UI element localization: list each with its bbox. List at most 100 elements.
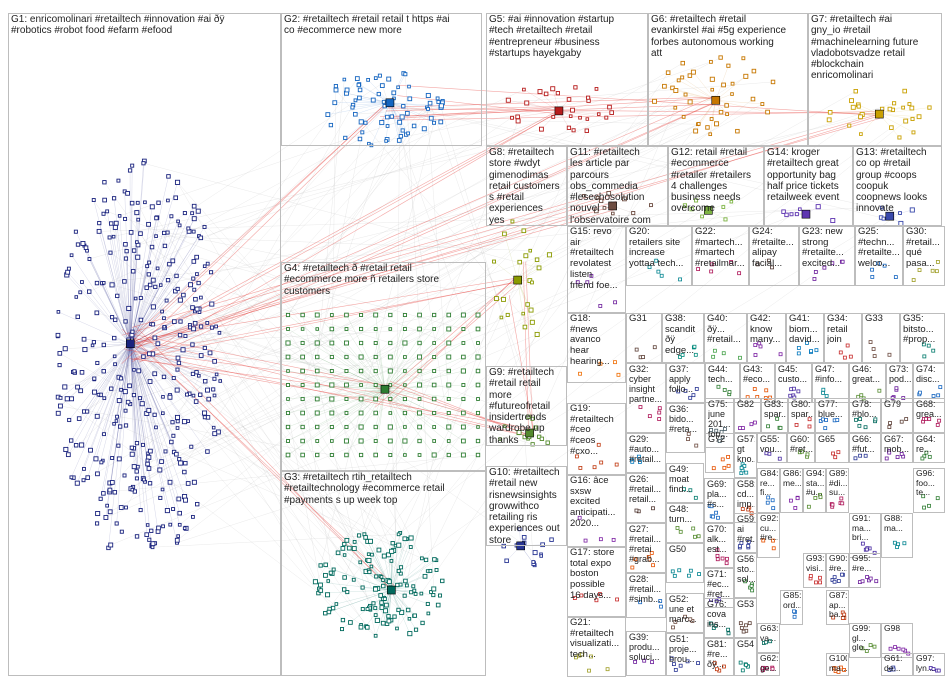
- group-panel-g100: [826, 653, 849, 676]
- graph-node: [413, 592, 418, 596]
- graph-node: [387, 354, 393, 360]
- graph-node: [688, 617, 693, 622]
- graph-node: [718, 55, 723, 60]
- graph-node: [373, 424, 378, 430]
- graph-node: [566, 97, 572, 102]
- graph-node: [936, 668, 941, 673]
- graph-node: [329, 424, 334, 430]
- graph-node: [721, 351, 726, 356]
- graph-node: [115, 293, 120, 299]
- graph-node: [57, 363, 62, 368]
- graph-node: [407, 616, 412, 621]
- group-panel-g94: [803, 468, 826, 513]
- graph-node: [109, 221, 114, 226]
- graph-node: [709, 269, 714, 274]
- graph-node: [894, 386, 899, 391]
- graph-node: [176, 360, 182, 366]
- graph-node: [344, 397, 349, 401]
- graph-node: [895, 545, 899, 549]
- graph-node: [217, 331, 222, 335]
- group-panel-g5: [486, 13, 648, 146]
- graph-node: [872, 354, 877, 358]
- graph-node: [741, 56, 746, 61]
- graph-node: [174, 387, 180, 393]
- graph-node: [403, 453, 407, 457]
- graph-node: [716, 515, 720, 520]
- graph-node: [749, 422, 754, 427]
- graph-node: [524, 100, 530, 106]
- graph-node: [760, 102, 765, 106]
- graph-node: [178, 319, 183, 324]
- graph-node: [194, 306, 200, 312]
- graph-node: [718, 109, 724, 115]
- graph-node: [770, 79, 776, 85]
- group-panel-g74: [913, 363, 945, 403]
- graph-node: [325, 112, 331, 117]
- graph-node: [431, 593, 436, 598]
- group-panel-g53: [734, 598, 757, 638]
- graph-node: [502, 424, 507, 429]
- graph-node: [62, 384, 68, 390]
- graph-node: [849, 98, 854, 104]
- graph-node: [388, 383, 393, 387]
- group-panel-g89: [826, 468, 849, 513]
- graph-node: [114, 419, 119, 423]
- graph-node: [659, 273, 664, 278]
- graph-node: [147, 260, 152, 265]
- graph-node: [124, 249, 129, 254]
- graph-node: [332, 100, 338, 106]
- graph-node: [670, 569, 675, 574]
- graph-node: [357, 95, 362, 101]
- graph-node: [476, 397, 480, 401]
- group-panel-g92: [757, 513, 780, 558]
- graph-node: [205, 387, 211, 393]
- graph-node: [677, 568, 682, 573]
- graph-node: [340, 546, 346, 551]
- graph-node: [123, 408, 128, 413]
- graph-node: [446, 340, 452, 346]
- graph-node: [377, 73, 382, 78]
- graph-node: [752, 420, 757, 425]
- graph-node: [206, 396, 212, 402]
- graph-node: [57, 403, 63, 409]
- group-panel-g40: [704, 313, 747, 363]
- graph-node: [688, 395, 693, 400]
- group-panel-g16: [567, 475, 626, 547]
- graph-node: [65, 269, 71, 275]
- graph-node: [93, 456, 99, 462]
- graph-node: [721, 82, 726, 88]
- graph-node: [130, 487, 135, 492]
- graph-node: [285, 410, 291, 416]
- graph-node: [922, 354, 927, 359]
- graph-node: [366, 77, 370, 82]
- graph-node: [696, 534, 701, 539]
- graph-node: [868, 643, 873, 648]
- graph-node: [360, 585, 365, 590]
- group-panel-g49: [666, 463, 704, 503]
- graph-node: [286, 439, 290, 443]
- graph-node: [109, 315, 115, 320]
- graph-node: [191, 515, 195, 519]
- graph-node: [715, 553, 720, 558]
- graph-node: [81, 478, 86, 483]
- graph-node: [539, 126, 544, 132]
- graph-node: [615, 597, 620, 602]
- graph-node: [69, 475, 74, 480]
- graph-node: [529, 319, 535, 325]
- graph-node: [857, 423, 862, 428]
- graph-node: [373, 606, 378, 611]
- graph-node: [595, 195, 600, 200]
- graph-node: [432, 439, 437, 443]
- group-panel-g69: [704, 478, 734, 523]
- graph-node: [838, 350, 843, 355]
- graph-node: [555, 91, 560, 96]
- graph-node: [79, 370, 85, 375]
- graph-node: [911, 130, 916, 135]
- graph-node: [96, 228, 102, 234]
- graph-node: [877, 388, 882, 393]
- graph-node: [609, 110, 614, 115]
- graph-node: [174, 179, 181, 185]
- graph-node: [212, 359, 217, 364]
- graph-node: [152, 335, 158, 341]
- graph-node: [101, 211, 106, 216]
